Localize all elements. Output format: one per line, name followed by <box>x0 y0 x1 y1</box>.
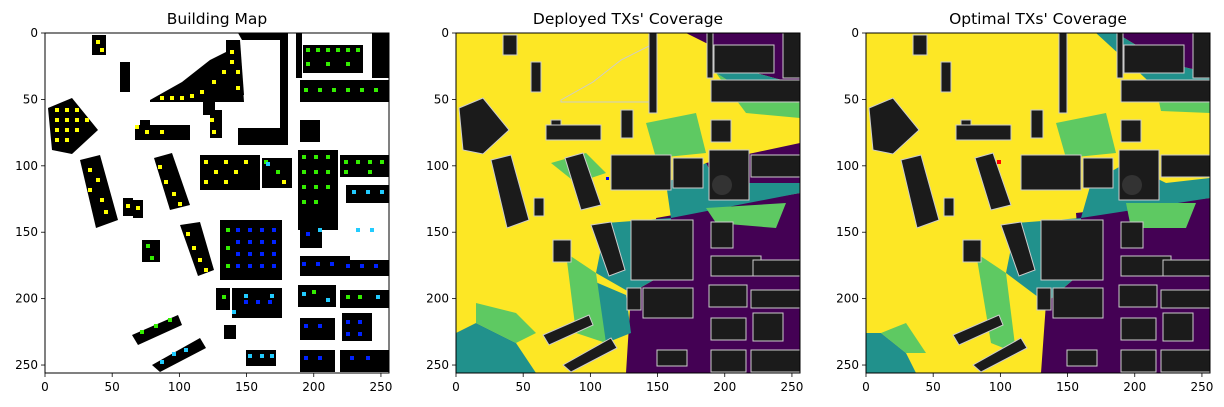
x-tick-label: 150 <box>235 380 258 394</box>
y-tick-label: 0 <box>851 26 859 40</box>
x-tick-label: 100 <box>579 380 602 394</box>
x-tick-label: 250 <box>369 380 392 394</box>
deployed-coverage-image <box>456 33 800 373</box>
x-tick-label: 0 <box>452 380 460 394</box>
y-tick-label: 250 <box>15 358 38 372</box>
x-tick-label: 250 <box>780 380 803 394</box>
y-tick-label: 0 <box>441 26 449 40</box>
y-tick-label: 200 <box>836 292 859 306</box>
y-tick-label: 250 <box>426 358 449 372</box>
x-tick-label: 0 <box>41 380 49 394</box>
building-map-image <box>45 33 389 373</box>
x-tick-label: 50 <box>105 380 120 394</box>
axes-frame <box>44 32 390 374</box>
y-tick-label: 150 <box>836 225 859 239</box>
panel-deployed-coverage: Deployed TXs' Coverage <box>455 10 801 374</box>
x-tick-label: 100 <box>168 380 191 394</box>
y-tick-label: 0 <box>30 26 38 40</box>
panel-optimal-coverage: Optimal TXs' Coverage <box>865 10 1211 374</box>
panel-title: Optimal TXs' Coverage <box>949 10 1127 28</box>
x-tick-label: 150 <box>646 380 669 394</box>
axes-frame <box>455 32 801 374</box>
x-tick-label: 100 <box>989 380 1012 394</box>
y-tick-label: 250 <box>836 358 859 372</box>
panel-building-map: Building Map <box>44 10 390 374</box>
x-tick-label: 250 <box>1190 380 1213 394</box>
panel-title: Building Map <box>167 10 268 28</box>
x-tick-label: 200 <box>1123 380 1146 394</box>
x-tick-label: 200 <box>713 380 736 394</box>
y-tick-label: 150 <box>426 225 449 239</box>
optimal-coverage-image <box>866 33 1210 373</box>
x-tick-label: 150 <box>1056 380 1079 394</box>
y-tick-label: 200 <box>15 292 38 306</box>
y-tick-label: 200 <box>426 292 449 306</box>
y-tick-label: 100 <box>426 159 449 173</box>
panel-title: Deployed TXs' Coverage <box>533 10 723 28</box>
x-tick-label: 200 <box>302 380 325 394</box>
x-tick-label: 50 <box>516 380 531 394</box>
x-tick-label: 0 <box>862 380 870 394</box>
y-tick-label: 50 <box>23 92 38 106</box>
x-tick-label: 50 <box>926 380 941 394</box>
y-tick-label: 100 <box>836 159 859 173</box>
y-tick-label: 150 <box>15 225 38 239</box>
y-tick-label: 50 <box>434 92 449 106</box>
y-tick-label: 50 <box>844 92 859 106</box>
axes-frame <box>865 32 1211 374</box>
y-tick-label: 100 <box>15 159 38 173</box>
